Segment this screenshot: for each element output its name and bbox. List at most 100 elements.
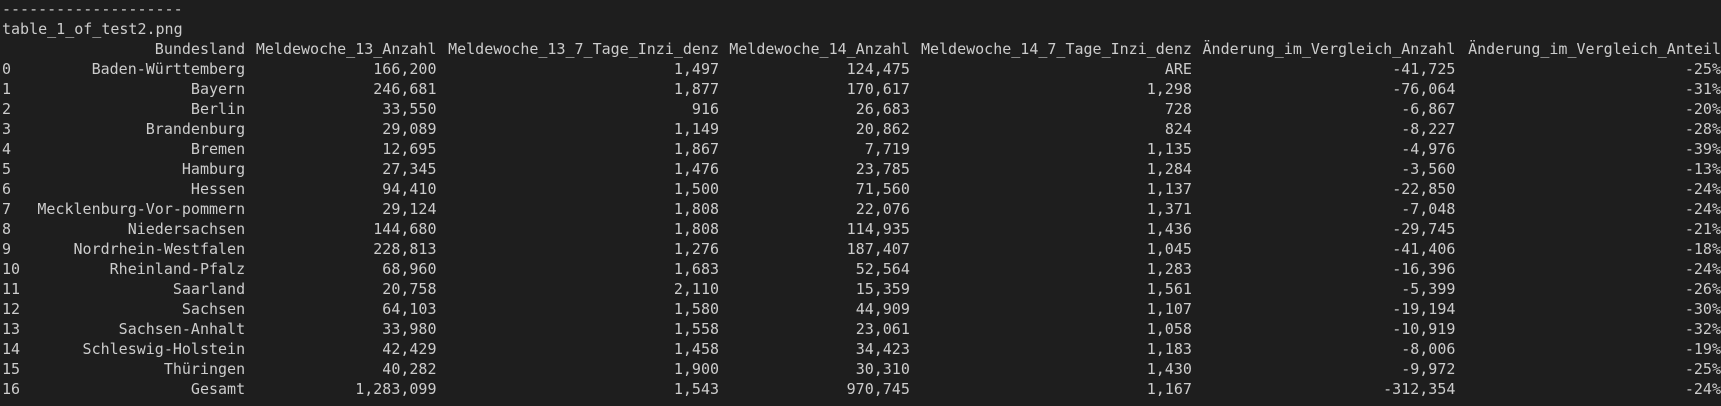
table-cell: 1,683 xyxy=(673,260,720,278)
table-cell: 1,137 xyxy=(1146,180,1192,198)
table-cell: -29,745 xyxy=(1392,220,1456,238)
table-cell: 166,200 xyxy=(373,60,437,78)
table-cell: Berlin xyxy=(190,100,246,118)
row-index: 2 xyxy=(2,100,12,118)
table-cell: -13% xyxy=(1684,160,1721,178)
table-cell: 64,103 xyxy=(382,300,437,318)
table-cell: 1,561 xyxy=(1146,280,1192,298)
table-cell: 27,345 xyxy=(382,160,437,178)
table-cell: Nordrhein-Westfalen xyxy=(73,240,246,258)
row-index: 0 xyxy=(2,60,12,78)
table-cell: -25% xyxy=(1684,60,1721,78)
row-index: 10 xyxy=(2,260,21,278)
table-cell: 20,758 xyxy=(382,280,437,298)
table-cell: -24% xyxy=(1684,380,1721,398)
row-index: 7 xyxy=(2,200,12,218)
table-cell: 1,458 xyxy=(673,340,720,358)
table-cell: 246,681 xyxy=(373,80,437,98)
table-cell: 33,980 xyxy=(382,320,437,338)
table-cell: 1,283 xyxy=(1146,260,1192,278)
row-index: 4 xyxy=(2,140,12,158)
table-cell: -19,194 xyxy=(1392,300,1456,318)
table-row: 16 Gesamt 1,283,099 1,543 970,745 1,167 -312,3… xyxy=(2,379,1721,399)
table-cell: -24% xyxy=(1684,260,1721,278)
column-header: Änderung_im_Vergleich_Anzahl xyxy=(1202,40,1456,58)
table-cell: Hessen xyxy=(190,180,246,198)
table-cell: 23,785 xyxy=(855,160,910,178)
table-cell: 1,558 xyxy=(673,320,720,338)
column-header: Änderung_im_Vergleich_Anteil xyxy=(1468,40,1721,58)
row-index: 13 xyxy=(2,320,21,338)
table-cell: 29,124 xyxy=(382,200,437,218)
table-cell: -41,725 xyxy=(1392,60,1456,78)
table-row: 13 Sachsen-Anhalt 33,980 1,558 23,061 1,058 -1… xyxy=(2,319,1721,339)
table-cell: 33,550 xyxy=(382,100,437,118)
table-cell: -7,048 xyxy=(1401,200,1456,218)
table-row: 0 Baden-Württemberg 166,200 1,497 124,475 ARE… xyxy=(2,59,1721,79)
table-cell: Saarland xyxy=(172,280,246,298)
table-cell: 916 xyxy=(691,100,720,118)
column-header: Meldewoche_13_Anzahl xyxy=(255,40,437,58)
table-cell: -20% xyxy=(1684,100,1721,118)
table-cell: 52,564 xyxy=(855,260,910,278)
row-index: 6 xyxy=(2,180,12,198)
table-cell: -8,227 xyxy=(1401,120,1456,138)
table-cell: 1,808 xyxy=(673,200,720,218)
table-cell: 71,560 xyxy=(855,180,910,198)
table-row: 11 Saarland 20,758 2,110 15,359 1,561 -5,399 -2… xyxy=(2,279,1721,299)
column-header: Bundesland xyxy=(154,40,246,58)
table-cell: 1,580 xyxy=(673,300,720,318)
table-cell: 26,683 xyxy=(855,100,910,118)
table-row: 7 Mecklenburg-Vor-pommern 29,124 1,808 22,07… xyxy=(2,199,1721,219)
table-cell: Thüringen xyxy=(163,360,246,378)
table-cell: 44,909 xyxy=(855,300,910,318)
table-cell: -6,867 xyxy=(1401,100,1456,118)
table-cell: 1,107 xyxy=(1146,300,1192,318)
table-cell: -24% xyxy=(1684,200,1721,218)
table-cell: 1,543 xyxy=(673,380,720,398)
table-cell: 34,423 xyxy=(855,340,910,358)
table-cell: 1,298 xyxy=(1146,80,1192,98)
table-cell: ARE xyxy=(1164,60,1192,78)
table-cell: 30,310 xyxy=(855,360,910,378)
table-cell: 1,430 xyxy=(1146,360,1192,378)
table-cell: -9,972 xyxy=(1401,360,1456,378)
table-cell: Schleswig-Holstein xyxy=(82,340,246,358)
table-cell: -26% xyxy=(1684,280,1721,298)
table-cell: 42,429 xyxy=(382,340,437,358)
table-cell: Bremen xyxy=(190,140,246,158)
table-cell: -8,006 xyxy=(1401,340,1456,358)
table-row: 8 Niedersachsen 144,680 1,808 114,935 1,436 -2… xyxy=(2,219,1721,239)
table-cell: 1,500 xyxy=(673,180,720,198)
table-row: 12 Sachsen 64,103 1,580 44,909 1,107 -19,194 -3… xyxy=(2,299,1721,319)
table-cell: 114,935 xyxy=(846,220,910,238)
table-cell: -31% xyxy=(1684,80,1721,98)
table-cell: Rheinland-Pfalz xyxy=(109,260,246,278)
table-row: 1 Bayern 246,681 1,877 170,617 1,298 -76,064 -3… xyxy=(2,79,1721,99)
table-cell: 1,877 xyxy=(673,80,720,98)
table-cell: -21% xyxy=(1684,220,1721,238)
table-cell: 1,283,099 xyxy=(355,380,437,398)
table-cell: -22,850 xyxy=(1392,180,1456,198)
table-cell: 228,813 xyxy=(373,240,437,258)
table-cell: 15,359 xyxy=(855,280,910,298)
table-cell: 7,719 xyxy=(864,140,910,158)
row-index: 12 xyxy=(2,300,21,318)
table-cell: 1,900 xyxy=(673,360,720,378)
table-cell: -312,354 xyxy=(1383,380,1456,398)
table-cell: 970,745 xyxy=(846,380,910,398)
table-cell: Bayern xyxy=(190,80,246,98)
table-cell: -18% xyxy=(1684,240,1721,258)
table-cell: 144,680 xyxy=(373,220,437,238)
table-cell: Niedersachsen xyxy=(127,220,246,238)
table-cell: 1,371 xyxy=(1146,200,1192,218)
row-index: 8 xyxy=(2,220,12,238)
row-index: 1 xyxy=(2,80,12,98)
table-cell: 1,276 xyxy=(673,240,720,258)
row-index: 14 xyxy=(2,340,21,358)
table-cell: 1,058 xyxy=(1146,320,1192,338)
row-index: 16 xyxy=(2,380,21,398)
table-cell: -24% xyxy=(1684,180,1721,198)
table-cell: -4,976 xyxy=(1401,140,1456,158)
